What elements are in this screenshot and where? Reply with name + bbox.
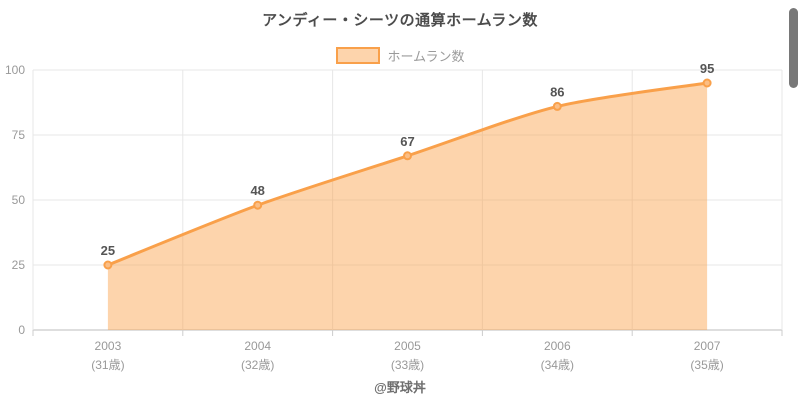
svg-text:(32歳): (32歳) <box>241 358 274 372</box>
svg-text:86: 86 <box>550 84 564 99</box>
svg-text:(31歳): (31歳) <box>91 358 124 372</box>
svg-text:(35歳): (35歳) <box>690 358 723 372</box>
svg-text:2006: 2006 <box>544 339 571 353</box>
legend-label: ホームラン数 <box>387 49 465 64</box>
svg-text:(33歳): (33歳) <box>391 358 424 372</box>
svg-text:50: 50 <box>12 193 26 207</box>
svg-text:2007: 2007 <box>694 339 721 353</box>
svg-text:67: 67 <box>400 134 414 149</box>
svg-text:25: 25 <box>12 258 26 272</box>
legend-item[interactable]: ホームラン数 <box>0 46 800 65</box>
svg-text:2004: 2004 <box>244 339 271 353</box>
legend-swatch-icon <box>335 47 380 64</box>
svg-text:2005: 2005 <box>394 339 421 353</box>
svg-text:2003: 2003 <box>95 339 122 353</box>
svg-text:100: 100 <box>5 63 25 77</box>
svg-text:0: 0 <box>18 323 25 337</box>
svg-text:25: 25 <box>101 243 115 258</box>
svg-text:95: 95 <box>700 61 714 76</box>
footer-credit: @野球丼 <box>374 380 426 395</box>
svg-text:48: 48 <box>250 183 264 198</box>
scrollbar-thumb[interactable] <box>789 8 798 88</box>
svg-text:75: 75 <box>12 128 26 142</box>
svg-text:(34歳): (34歳) <box>541 358 574 372</box>
chart-title: アンディー・シーツの通算ホームラン数 <box>262 12 538 29</box>
